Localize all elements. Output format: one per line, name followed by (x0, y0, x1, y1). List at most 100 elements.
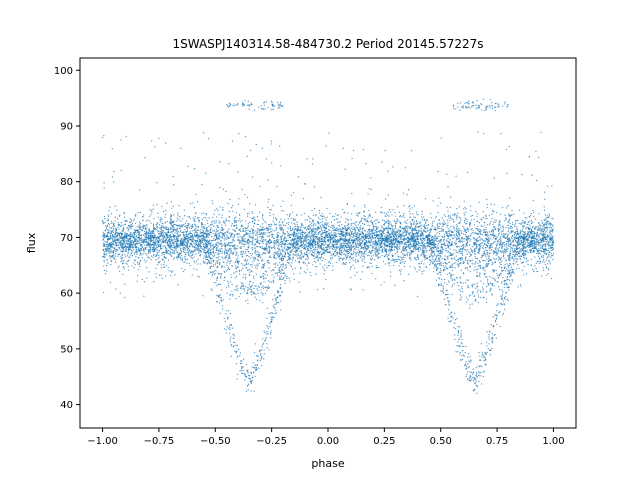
data-point (321, 221, 324, 223)
data-point (240, 292, 242, 295)
data-point (271, 312, 273, 314)
data-point (499, 325, 501, 328)
data-point (224, 256, 227, 258)
data-point (352, 264, 354, 266)
data-point (377, 221, 380, 224)
data-point (228, 260, 230, 263)
data-point (465, 368, 467, 371)
data-point (498, 250, 500, 253)
data-point (362, 239, 364, 242)
data-point (383, 244, 386, 246)
data-point (104, 250, 106, 253)
data-point (429, 243, 432, 245)
data-point (196, 233, 198, 235)
data-point (455, 351, 457, 353)
data-point (353, 238, 356, 240)
data-point (265, 337, 268, 339)
data-point (527, 260, 529, 262)
data-point (281, 291, 283, 294)
data-point (277, 107, 279, 109)
data-point (188, 262, 190, 265)
data-point (152, 238, 155, 240)
data-point (114, 235, 116, 237)
data-point (254, 252, 256, 254)
data-point (497, 253, 499, 255)
data-point (299, 240, 301, 242)
data-point (534, 228, 536, 230)
data-point (160, 274, 163, 276)
data-point (532, 199, 534, 202)
data-point (506, 207, 508, 209)
data-point (155, 259, 157, 261)
data-point (111, 176, 114, 178)
data-point (157, 245, 160, 247)
data-point (330, 258, 332, 260)
data-point (440, 283, 443, 285)
data-point (195, 212, 197, 214)
data-point (429, 212, 432, 215)
data-point (203, 212, 205, 214)
data-point (239, 287, 242, 290)
data-point (485, 106, 487, 109)
data-point (224, 233, 226, 235)
data-point (481, 241, 483, 244)
data-point (426, 244, 428, 246)
data-point (321, 225, 324, 227)
data-point (121, 257, 124, 259)
data-point (497, 249, 500, 251)
data-point (464, 230, 466, 232)
data-point (480, 230, 483, 232)
data-point (446, 234, 449, 236)
data-point (125, 219, 128, 222)
data-point (519, 248, 521, 250)
data-point (348, 244, 350, 247)
data-point (320, 254, 323, 256)
data-point (254, 364, 256, 366)
data-point (537, 234, 539, 237)
data-point (517, 251, 519, 253)
data-point (473, 244, 476, 246)
data-point (481, 242, 483, 245)
data-point (307, 250, 309, 252)
data-point (189, 217, 191, 220)
data-point (175, 235, 177, 238)
data-point (390, 250, 392, 252)
data-point (150, 255, 153, 257)
data-point (419, 247, 421, 249)
data-point (304, 244, 306, 246)
data-point (476, 238, 478, 240)
data-point (125, 135, 127, 138)
data-point (509, 227, 511, 229)
data-point (126, 226, 128, 229)
data-point (490, 203, 492, 205)
data-point (547, 245, 550, 247)
data-point (226, 259, 229, 262)
data-point (315, 214, 317, 217)
data-point (317, 217, 320, 219)
data-point (323, 215, 325, 217)
data-point (460, 299, 462, 301)
data-point (192, 234, 194, 236)
data-point (330, 246, 332, 248)
data-point (176, 228, 178, 230)
data-point (111, 241, 113, 244)
data-point (123, 212, 125, 215)
data-point (184, 245, 186, 247)
data-point (144, 247, 146, 249)
data-point (307, 225, 310, 227)
data-point (469, 294, 472, 296)
data-point (239, 241, 241, 243)
data-point (451, 258, 453, 260)
data-point (343, 235, 345, 237)
data-point (266, 347, 268, 349)
data-point (410, 224, 412, 226)
data-point (309, 234, 311, 236)
data-point (458, 326, 461, 328)
data-point (521, 230, 523, 233)
data-point (539, 238, 542, 240)
data-point (284, 233, 286, 235)
data-point (486, 351, 488, 354)
data-point (237, 287, 239, 289)
data-point (402, 261, 404, 263)
data-point (440, 245, 442, 248)
